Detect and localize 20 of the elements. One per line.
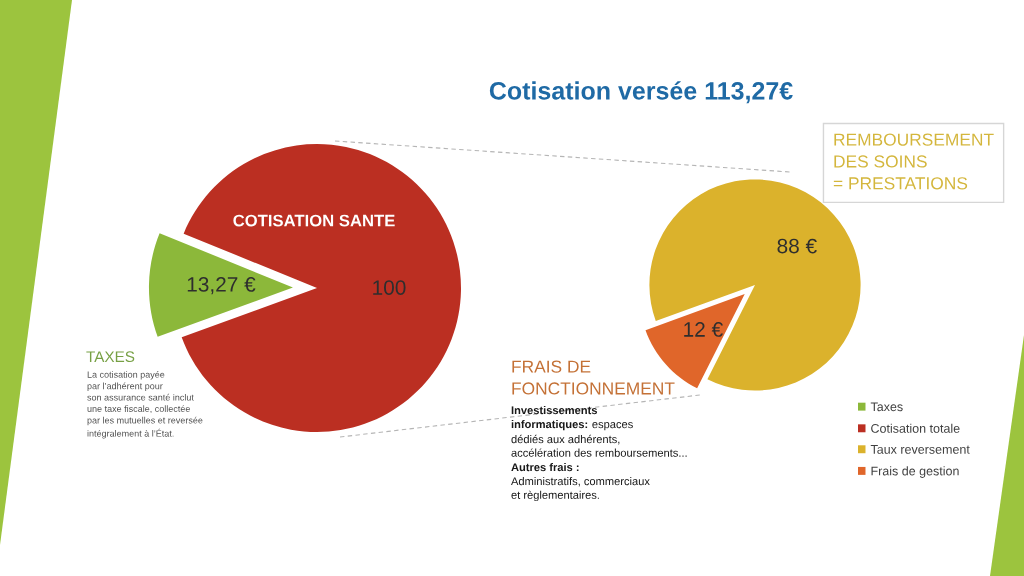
text: Autres frais :	[511, 463, 579, 472]
text: REMBOURSEMENT DES SOINS = PRESTATIONS	[833, 133, 994, 190]
data-label: 12 €	[684, 322, 723, 337]
text: espaces	[592, 422, 633, 431]
legend-label: Taxes	[870, 402, 903, 412]
chart-title: Cotisation versée 113,27€	[489, 81, 793, 104]
data-label: 88 €	[777, 238, 817, 254]
text: Administratifs, commerciaux et règlementaires.	[511, 477, 650, 502]
legend-label: Cotisation totale	[871, 423, 960, 433]
text: FRAIS DE FONCTIONNEMENT	[512, 360, 675, 395]
text: La cotisation payée par l’adhérent pour son assurance santé inclut une taxe fiscale, collectée par les mutuelles et reversée intégralement à l’État.	[87, 371, 203, 439]
legend-label: Taux reversement	[870, 445, 970, 454]
text: TAXES	[86, 351, 135, 363]
text: COTISATION SANTE	[233, 214, 395, 227]
text: Investissements	[511, 406, 598, 415]
text: informatiques:	[511, 420, 588, 431]
text: dédiés aux adhérents, accélération des remboursements...	[511, 434, 687, 457]
data-label: 13,27 €	[187, 277, 256, 295]
data-label: 100	[373, 280, 406, 295]
legend-label: Frais de gestion	[871, 466, 959, 478]
